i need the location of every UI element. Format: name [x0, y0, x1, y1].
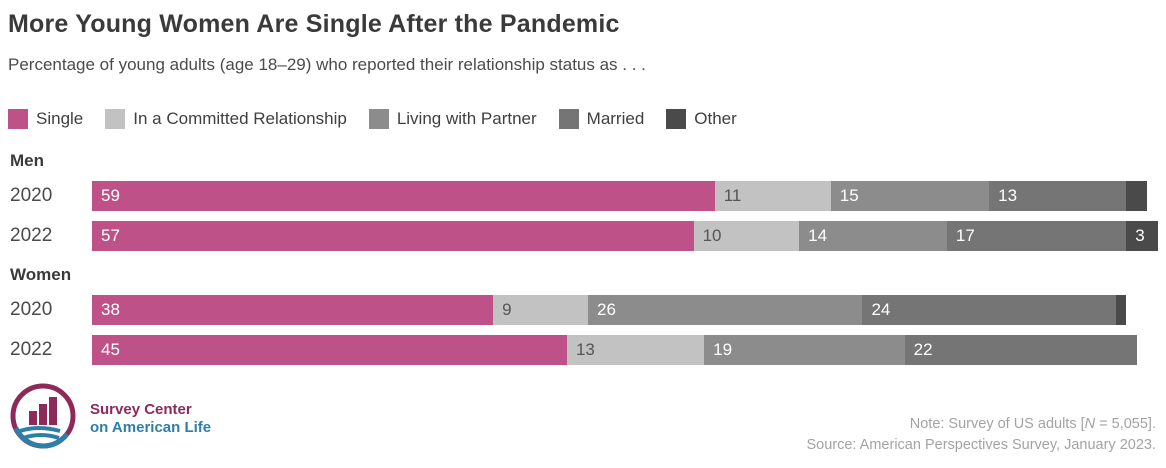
legend-label: In a Committed Relationship [133, 109, 347, 128]
legend-label: Single [36, 109, 84, 128]
legend-swatch-other [666, 109, 687, 129]
bar-segment-single: 57 [92, 221, 694, 251]
bar-value-label: 9 [502, 300, 512, 319]
bar-value-label: 11 [723, 186, 742, 205]
chart-title: More Young Women Are Single After the Pa… [8, 10, 620, 38]
year-label: 2020 [10, 185, 53, 206]
bar-value-label: 59 [101, 186, 120, 205]
bar-row-women-2020: 2020 38 9 26 24 [8, 295, 1158, 325]
stacked-bar: 38 9 26 24 [92, 295, 1158, 325]
bar-row-men-2020: 2020 59 11 15 13 [8, 181, 1158, 211]
survey-center-logo-icon [8, 381, 78, 456]
legend-swatch-living [368, 109, 389, 129]
legend-swatch-married [558, 109, 579, 129]
bar-segment-committed: 9 [493, 295, 589, 325]
stacked-bar: 57 10 14 17 3 [92, 221, 1158, 251]
bar-row-women-2022: 2022 45 13 19 22 [8, 335, 1158, 365]
year-label: 2020 [10, 299, 53, 320]
bar-row-men-2022: 2022 57 10 14 17 3 [8, 221, 1158, 251]
bar-value-label: 24 [871, 300, 891, 319]
bar-segment-other [1126, 181, 1148, 211]
bar-value-label: 45 [101, 340, 120, 359]
bar-value-label: 15 [839, 186, 859, 205]
legend-label: Other [694, 109, 737, 128]
stacked-bar: 59 11 15 13 [92, 181, 1158, 211]
group-label-men: Men [10, 151, 44, 170]
legend-item-living: Living with Partner [368, 109, 537, 129]
legend-item-committed: In a Committed Relationship [105, 109, 347, 129]
bar-segment-married: 17 [946, 221, 1127, 251]
bar-segment-single: 59 [92, 181, 715, 211]
legend-label: Living with Partner [396, 109, 537, 128]
bar-segment-committed: 13 [566, 335, 705, 365]
legend-item-married: Married [558, 109, 645, 129]
brand-line2: on American Life [90, 418, 212, 436]
bar-value-label: 10 [702, 226, 722, 245]
brand-line1: Survey Center [90, 401, 192, 419]
legend-item-other: Other [666, 109, 737, 129]
group-label-women: Women [10, 265, 72, 284]
legend-swatch-committed [105, 109, 126, 129]
note-line: Note: Survey of US adults [N = 5,055]. [909, 415, 1156, 432]
bar-value-label: 14 [808, 226, 828, 245]
bar-segment-single: 45 [92, 335, 567, 365]
stacked-bar: 45 13 19 22 [92, 335, 1158, 365]
bar-value-label: 38 [101, 300, 120, 319]
bar-value-label: 3 [1135, 226, 1145, 245]
bar-segment-other [1115, 295, 1127, 325]
bar-value-label: 22 [913, 340, 933, 359]
source-line: Source: American Perspectives Survey, Ja… [806, 436, 1156, 453]
bar-value-label: 17 [955, 226, 975, 245]
year-label: 2022 [10, 225, 53, 246]
chart-subtitle: Percentage of young adults (age 18–29) w… [8, 55, 646, 74]
chart-page: More Young Women Are Single After the Pa… [8, 10, 1158, 365]
bar-segment-single: 38 [92, 295, 494, 325]
footer: Survey Center on American Life Note: Sur… [8, 381, 1156, 456]
bar-segment-committed: 10 [693, 221, 800, 251]
bar-value-label: 26 [597, 300, 616, 319]
bar-segment-married: 22 [904, 335, 1137, 365]
legend-item-single: Single [8, 109, 83, 129]
bar-value-label: 19 [713, 340, 733, 359]
bar-segment-living: 19 [704, 335, 905, 365]
legend-swatch-single [8, 109, 28, 129]
bar-segment-living: 26 [588, 295, 863, 325]
bar-segment-committed: 11 [714, 181, 831, 211]
brand: Survey Center on American Life [8, 381, 211, 456]
legend-label: Married [586, 109, 645, 128]
year-label: 2022 [10, 339, 53, 360]
bar-segment-living: 14 [799, 221, 947, 251]
bar-segment-living: 15 [830, 181, 990, 211]
legend: Single In a Committed Relationship Livin… [8, 109, 1158, 129]
note-text: Note: Survey of US adults [N = 5,055]. S… [806, 414, 1156, 456]
bar-segment-other: 3 [1126, 221, 1158, 251]
bar-segment-married: 13 [989, 181, 1127, 211]
bar-value-label: 13 [998, 186, 1018, 205]
brand-text: Survey Center on American Life [90, 401, 211, 436]
bar-segment-married: 24 [862, 295, 1116, 325]
bar-value-label: 13 [575, 340, 595, 359]
bar-value-label: 57 [101, 226, 120, 245]
